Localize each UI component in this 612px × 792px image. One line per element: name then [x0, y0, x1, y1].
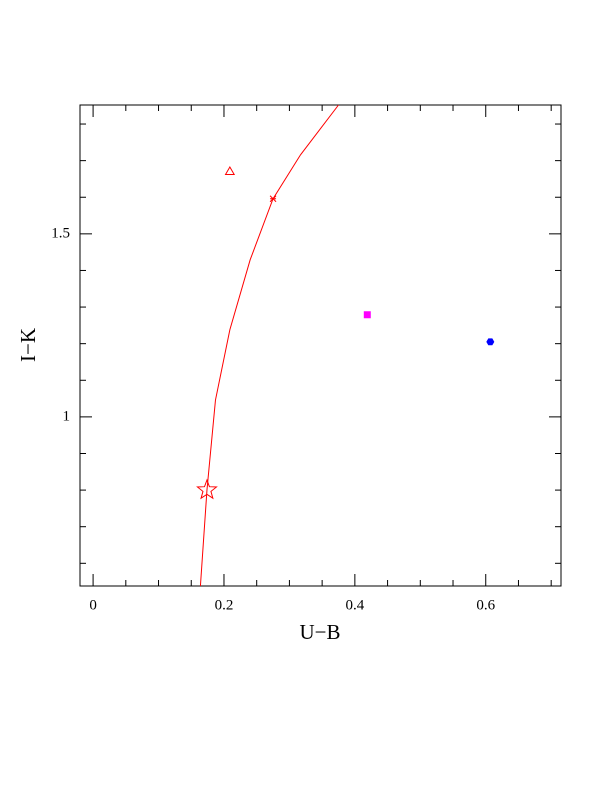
model-curve — [199, 104, 339, 587]
marker-cross — [269, 195, 277, 203]
y-axis-label: I−K — [16, 328, 40, 362]
marker-star — [196, 478, 218, 500]
marker-square — [363, 311, 371, 319]
x-tick-label: 0.2 — [215, 597, 234, 613]
marker-triangle — [224, 165, 236, 175]
x-tick-label: 0.6 — [476, 597, 495, 613]
marker-hexagon — [486, 338, 495, 346]
x-tick-label: 0.4 — [345, 597, 364, 613]
plot-frame — [79, 104, 562, 587]
x-tick-label: 0 — [89, 597, 97, 613]
y-tick-label: 1 — [63, 408, 71, 424]
y-tick-label: 1.5 — [51, 225, 70, 241]
x-axis-label: U−B — [299, 620, 340, 644]
